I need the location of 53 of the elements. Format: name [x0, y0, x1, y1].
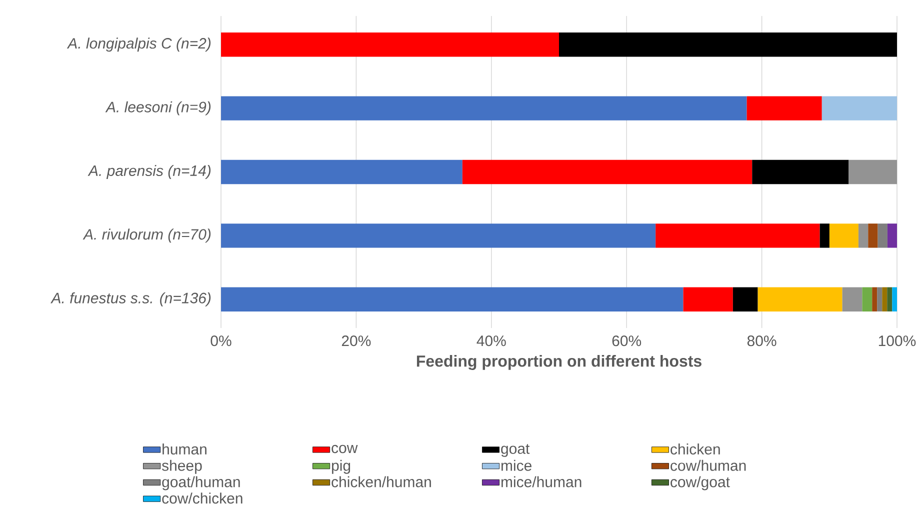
bar: [842, 287, 862, 312]
legend-label: goat/human: [162, 476, 240, 490]
legend-label: pig: [332, 460, 350, 474]
x-tick-label: 60%: [612, 336, 642, 346]
bar: [732, 287, 758, 312]
bar: [858, 224, 868, 248]
y-tick-label: A. parensis (n=14): [88, 165, 211, 179]
bar: [848, 160, 897, 184]
bar: [758, 287, 842, 312]
bar: [887, 224, 897, 248]
bar: [887, 287, 892, 312]
bar: [656, 224, 820, 248]
bar: [221, 224, 656, 248]
bar: [877, 287, 882, 312]
bar: [221, 32, 559, 57]
bar: [462, 160, 752, 184]
y-tick-label: A. leesoni (n=9): [105, 101, 211, 116]
bar: [868, 224, 878, 248]
legend-label: human: [162, 444, 206, 455]
x-axis-title: Feeding proportion on different hosts: [416, 355, 702, 370]
legend-label: cow/chicken: [162, 492, 242, 504]
bar: [221, 160, 462, 184]
x-tick-label: 20%: [342, 336, 371, 346]
bar: [822, 96, 897, 120]
legend-label: cow/human: [670, 460, 746, 471]
x-tick-label: 100%: [878, 336, 916, 346]
legend-label: mice: [501, 460, 532, 471]
legend-label: chicken: [670, 444, 720, 455]
legend-label: cow/goat: [670, 476, 730, 490]
legend-label: mice/human: [501, 476, 582, 488]
y-tick-label: A. funestus s.s. (n=136): [50, 292, 211, 306]
bar: [892, 287, 897, 312]
legend-label: goat: [501, 444, 530, 457]
x-tick-label: 80%: [747, 336, 776, 346]
legend-label: chicken/human: [332, 476, 431, 488]
bar: [882, 287, 888, 312]
legend-label: sheep: [162, 460, 202, 474]
x-tick-label: 0%: [210, 336, 232, 346]
bar: [878, 224, 888, 248]
bar: [746, 96, 822, 120]
bar: [221, 96, 747, 120]
bar: [872, 287, 878, 312]
legend-label: cow: [332, 444, 358, 454]
bar: [683, 287, 733, 312]
bar: [221, 287, 684, 312]
y-tick-label: A. rivulorum (n=70): [82, 228, 211, 243]
y-tick-label: A. longipalpis C (n=2): [66, 38, 211, 52]
x-tick-label: 40%: [476, 336, 506, 346]
bar: [558, 32, 897, 57]
bar: [829, 224, 858, 248]
bar: [820, 224, 830, 248]
bar: [752, 160, 849, 184]
bar: [862, 287, 872, 312]
